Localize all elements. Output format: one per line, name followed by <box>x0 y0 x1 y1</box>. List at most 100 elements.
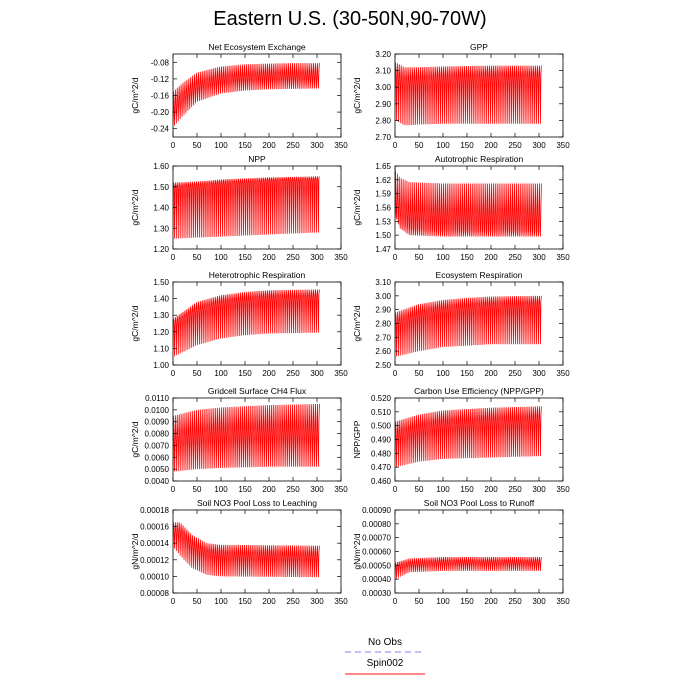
x-tick-label: 100 <box>214 253 228 262</box>
y-tick-label: 2.90 <box>375 100 391 109</box>
y-tick-label: 1.56 <box>375 204 391 213</box>
y-tick-label: 0.00060 <box>362 548 391 557</box>
x-tick-label: 150 <box>460 597 474 606</box>
series-line <box>173 176 320 239</box>
x-tick-label: 50 <box>415 141 424 150</box>
panel-gridcell-surface-ch4-flux: Gridcell Surface CH4 Flux gC/m^2/d 0 50 100 1… <box>130 386 348 494</box>
series-line <box>395 406 542 467</box>
x-tick-label: 100 <box>436 253 450 262</box>
x-tick-label: 0 <box>393 369 398 378</box>
y-tick-label: 1.20 <box>153 328 169 337</box>
series-line <box>395 556 542 579</box>
panel-title: Net Ecosystem Exchange <box>208 42 306 52</box>
x-tick-label: 300 <box>310 369 324 378</box>
x-tick-label: 250 <box>286 369 300 378</box>
series-line <box>173 403 320 472</box>
x-tick-label: 200 <box>262 141 276 150</box>
y-tick-label: 1.50 <box>153 183 169 192</box>
x-tick-label: 100 <box>214 369 228 378</box>
y-tick-label: 3.20 <box>375 50 391 59</box>
y-tick-label: 0.0080 <box>145 430 170 439</box>
legend-label-spin002: Spin002 <box>366 658 404 669</box>
x-tick-label: 0 <box>393 141 398 150</box>
x-tick-label: 100 <box>436 141 450 150</box>
plot-frame <box>394 53 564 138</box>
x-tick-label: 200 <box>484 369 498 378</box>
y-tick-label: 1.60 <box>153 162 169 171</box>
panel-npp: NPP gC/m^2/d 0 50 100 150 200 250 300 350 1.60 1.50… <box>130 154 348 262</box>
y-tick-label: 2.70 <box>375 333 391 342</box>
x-tick-label: 250 <box>508 141 522 150</box>
x-tick-label: 50 <box>415 485 424 494</box>
x-tick-label: 300 <box>532 369 546 378</box>
x-tick-label: 50 <box>415 253 424 262</box>
x-tick-label: 100 <box>436 369 450 378</box>
y-tick-label: 0.00018 <box>140 506 169 515</box>
y-tick-label: 1.40 <box>153 204 169 213</box>
x-tick-label: 150 <box>460 369 474 378</box>
series-line <box>395 170 542 237</box>
y-axis-label: gC/m^2/d <box>352 189 362 225</box>
y-axis-label: gN/m^2/d <box>130 533 140 569</box>
x-tick-label: 200 <box>484 597 498 606</box>
x-tick-label: 300 <box>310 141 324 150</box>
y-axis-label: gN/m^2/d <box>352 533 362 569</box>
panel-carbon-use-efficiency-npp-gpp: Carbon Use Efficiency (NPP/GPP) NPP/GPP 0 5… <box>352 386 570 494</box>
x-tick-label: 250 <box>286 485 300 494</box>
panel-soil-no3-pool-loss-to-runoff: Soil NO3 Pool Loss to Runoff gN/m^2/d 0 50 1… <box>352 498 570 606</box>
x-tick-label: 350 <box>334 597 348 606</box>
panel-title: Autotrophic Respiration <box>435 154 524 164</box>
x-tick-label: 300 <box>532 485 546 494</box>
x-tick-label: 0 <box>393 485 398 494</box>
y-tick-label: 2.80 <box>375 320 391 329</box>
x-tick-label: 100 <box>436 597 450 606</box>
y-tick-label: 2.60 <box>375 347 391 356</box>
x-tick-label: 200 <box>262 369 276 378</box>
x-tick-label: 0 <box>171 485 176 494</box>
x-tick-label: 150 <box>238 253 252 262</box>
panel-title: Heterotrophic Respiration <box>209 270 306 280</box>
y-tick-label: 0.00030 <box>362 589 391 598</box>
y-tick-label: 0.00090 <box>362 506 391 515</box>
y-tick-label: 0.0110 <box>145 394 169 403</box>
y-axis-label: gC/m^2/d <box>130 189 140 225</box>
y-tick-label: 2.80 <box>375 116 391 125</box>
x-tick-label: 350 <box>334 141 348 150</box>
y-tick-label: 1.62 <box>375 176 391 185</box>
y-axis-label: gC/m^2/d <box>130 421 140 457</box>
y-tick-label: 3.10 <box>375 278 391 287</box>
y-tick-label: 0.00070 <box>362 534 391 543</box>
y-tick-label: 1.00 <box>153 361 169 370</box>
panel-title: Ecosystem Respiration <box>436 270 523 280</box>
x-tick-label: 200 <box>484 253 498 262</box>
y-tick-label: 0.00080 <box>362 520 391 529</box>
x-tick-label: 50 <box>415 369 424 378</box>
x-tick-label: 150 <box>238 485 252 494</box>
plot-frame <box>172 509 342 594</box>
x-tick-label: 300 <box>310 485 324 494</box>
y-tick-label: 0.0060 <box>145 453 170 462</box>
y-tick-label: 0.00012 <box>140 556 169 565</box>
y-tick-label: 3.10 <box>375 67 391 76</box>
y-tick-label: 0.470 <box>371 463 392 472</box>
y-tick-label: 0.0040 <box>145 477 170 486</box>
y-axis-label: gC/m^2/d <box>352 77 362 113</box>
y-tick-label: 0.00050 <box>362 561 391 570</box>
series-line <box>173 63 320 126</box>
x-tick-label: 250 <box>286 253 300 262</box>
x-tick-label: 250 <box>508 597 522 606</box>
y-tick-label: 0.0070 <box>145 441 170 450</box>
panel-title: NPP <box>248 154 266 164</box>
x-tick-label: 350 <box>556 253 570 262</box>
x-tick-label: 250 <box>508 369 522 378</box>
x-tick-label: 150 <box>238 369 252 378</box>
x-tick-label: 350 <box>334 253 348 262</box>
y-tick-label: 0.00016 <box>140 523 169 532</box>
panel-title: Soil NO3 Pool Loss to Leaching <box>197 498 317 508</box>
series-line <box>173 522 320 578</box>
series-line <box>395 295 542 357</box>
x-tick-label: 50 <box>193 597 202 606</box>
x-tick-label: 250 <box>508 485 522 494</box>
x-tick-label: 100 <box>214 141 228 150</box>
